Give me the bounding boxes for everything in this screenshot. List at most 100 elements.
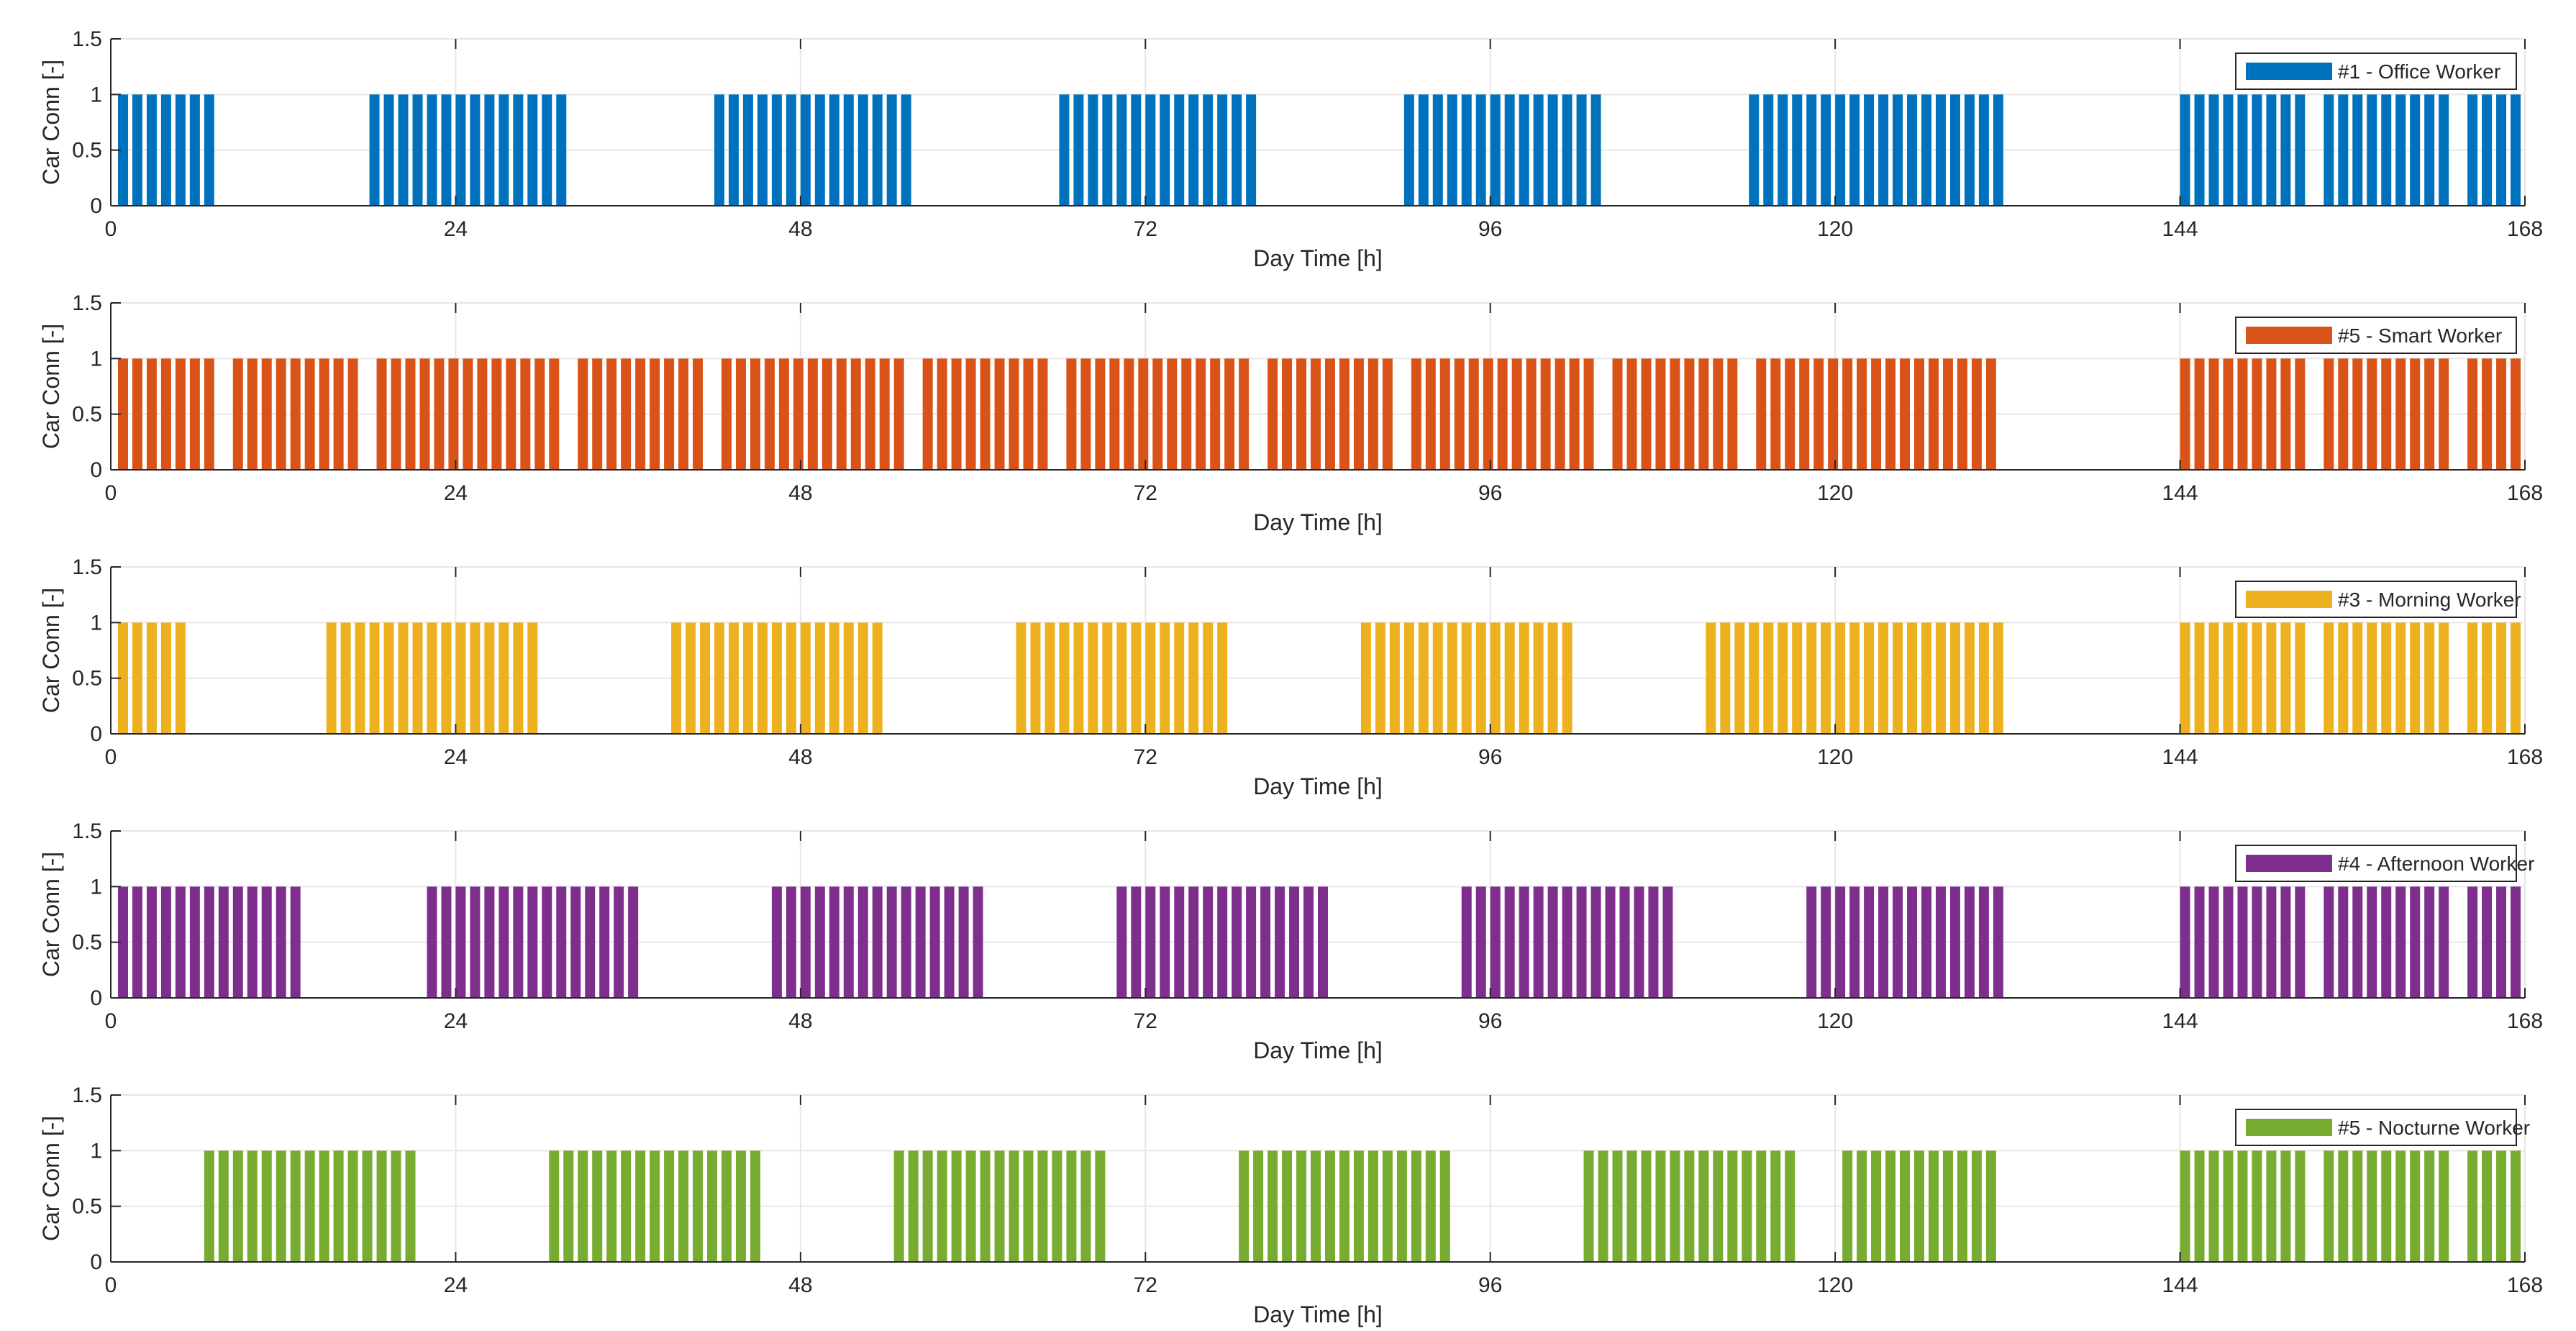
bar (1749, 622, 1760, 734)
bar (1052, 1150, 1062, 1262)
bar (2180, 886, 2190, 998)
bar (1131, 622, 1142, 734)
bar (542, 94, 552, 206)
bar (2496, 1150, 2507, 1262)
bar (2280, 94, 2291, 206)
bar (1942, 358, 1953, 470)
bar (347, 1150, 358, 1262)
bar (1519, 94, 1529, 206)
bar (146, 622, 157, 734)
bar (1282, 1150, 1293, 1262)
bar (412, 94, 423, 206)
bar (872, 622, 883, 734)
bar (1612, 1150, 1623, 1262)
bar (865, 358, 875, 470)
bar (2237, 1150, 2248, 1262)
bar-series (204, 1150, 2521, 1262)
bar (1734, 622, 1745, 734)
bar (650, 1150, 660, 1262)
legend: #3 - Morning Worker (2235, 581, 2521, 618)
bar (621, 1150, 632, 1262)
bar (160, 358, 171, 470)
x-axis-label: Day Time [h] (1253, 773, 1383, 799)
bar (2439, 358, 2449, 470)
bar (1389, 622, 1400, 734)
bar (2424, 94, 2435, 206)
bar (1842, 358, 1853, 470)
bar (1131, 886, 1142, 998)
y-tick-label: 0.5 (72, 931, 102, 955)
bar (563, 1150, 574, 1262)
bar (333, 1150, 344, 1262)
bar (1763, 94, 1774, 206)
bar (391, 358, 401, 470)
bar (1885, 1150, 1896, 1262)
bar (1756, 1150, 1767, 1262)
bar (1418, 622, 1429, 734)
bar (1921, 622, 1931, 734)
bar (2467, 886, 2478, 998)
bar (1612, 358, 1623, 470)
bar (470, 886, 481, 998)
bar (1425, 358, 1436, 470)
y-tick-label: 0 (90, 194, 102, 218)
x-tick-label: 144 (2162, 481, 2198, 505)
bar (1447, 622, 1457, 734)
bar (1928, 358, 1939, 470)
bar-series (117, 886, 2521, 998)
bar (1303, 886, 1314, 998)
bar (814, 94, 825, 206)
bar (1828, 358, 1839, 470)
bar (405, 358, 416, 470)
bar (261, 358, 272, 470)
bar (2223, 1150, 2234, 1262)
y-tick-label: 0.5 (72, 1195, 102, 1219)
bar (1160, 886, 1170, 998)
bar (742, 622, 753, 734)
bar (1511, 358, 1522, 470)
bar (2180, 358, 2190, 470)
bar (499, 622, 509, 734)
bar (1217, 94, 1228, 206)
bar (2223, 622, 2234, 734)
bar (1411, 358, 1421, 470)
bar (1706, 622, 1716, 734)
bar (369, 622, 380, 734)
legend: #5 - Nocturne Worker (2235, 1109, 2530, 1146)
x-tick-label: 168 (2507, 481, 2543, 505)
bar (2280, 886, 2291, 998)
bar (276, 1150, 286, 1262)
y-tick-label: 1 (90, 875, 102, 899)
bar (2338, 886, 2349, 998)
bar (1857, 358, 1867, 470)
bar (1009, 1150, 1019, 1262)
y-tick-label: 0 (90, 722, 102, 746)
bar (1095, 358, 1106, 470)
bar (980, 1150, 991, 1262)
bar (1203, 886, 1214, 998)
bar (441, 622, 452, 734)
bar (441, 886, 452, 998)
bar (1116, 622, 1127, 734)
bar-series (117, 358, 2521, 470)
bar (915, 886, 926, 998)
bar (383, 622, 394, 734)
bar (829, 622, 839, 734)
bar (1411, 1150, 1421, 1262)
bar (2395, 94, 2406, 206)
x-tick-label: 0 (105, 1273, 117, 1297)
bar (1080, 1150, 1091, 1262)
bar (1655, 1150, 1666, 1262)
bar (1059, 622, 1070, 734)
bar (721, 358, 732, 470)
bar (204, 1150, 214, 1262)
bar (714, 622, 724, 734)
legend-label: #5 - Smart Worker (2338, 324, 2502, 347)
bar (455, 94, 466, 206)
bar (1978, 94, 1989, 206)
x-tick-label: 48 (788, 1273, 812, 1297)
subplot-4: 0 24 48 72 96 120 144 168 0 0.5 1 1.5 Day Time [h] Ca… (38, 819, 2543, 1063)
bar (2223, 358, 2234, 470)
bar (2482, 358, 2493, 470)
bar (218, 886, 229, 998)
